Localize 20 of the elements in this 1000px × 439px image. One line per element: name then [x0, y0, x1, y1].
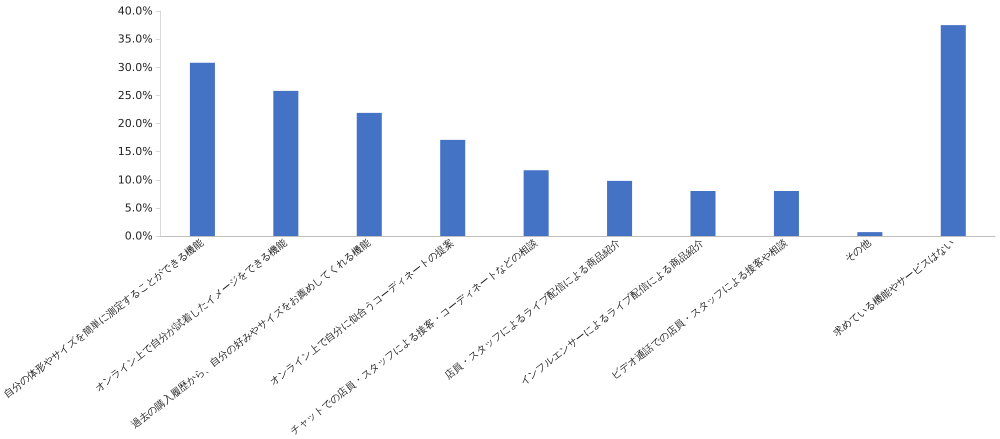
y-tick-label: 15.0% — [118, 145, 153, 158]
bar — [524, 170, 549, 236]
bar — [440, 140, 466, 236]
y-tick-label: 25.0% — [118, 88, 153, 102]
y-tick-label: 0.0% — [124, 230, 153, 242]
y-tick-label: 30.0% — [118, 60, 153, 74]
y-tick-label: 40.0% — [118, 4, 153, 18]
bar — [273, 90, 298, 236]
bar — [774, 191, 799, 236]
y-tick-label: 35.0% — [118, 32, 153, 46]
y-tick-label: 20.0% — [118, 117, 153, 130]
y-tick-label: 5.0% — [124, 201, 153, 214]
bar — [857, 232, 882, 236]
y-tick-label: 10.0% — [118, 173, 153, 186]
bar — [190, 62, 215, 236]
bar — [690, 191, 716, 236]
bar — [607, 180, 632, 236]
bar — [940, 25, 966, 236]
bar — [356, 112, 382, 236]
x-tick-label: その他 — [842, 236, 874, 265]
